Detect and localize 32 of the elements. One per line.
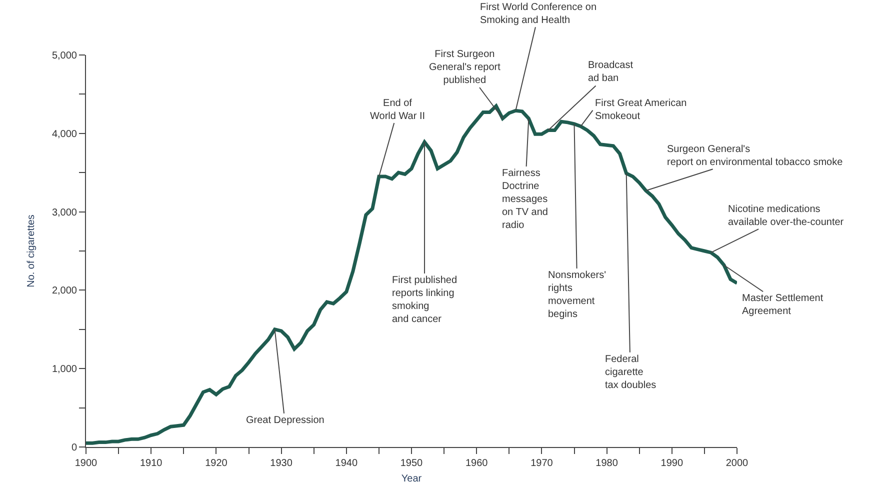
y-tick-label: 2,000 — [52, 286, 78, 297]
x-tick-label: 2000 — [726, 458, 749, 469]
annotation: Master Settlement Agreement — [742, 293, 824, 317]
x-tick-label: 1960 — [465, 458, 488, 469]
x-tick-label: 1990 — [660, 458, 684, 469]
annotation: First published reports linking smoking and cancer — [392, 275, 458, 325]
annotation: Fairness Doctrine messages on TV and radio — [502, 168, 548, 231]
annotation: End of World War II — [370, 98, 426, 122]
annotation: Nonsmokers' rights movement begins — [548, 270, 606, 320]
annotation: First Great American Smokeout — [595, 98, 687, 122]
annotation: Federal cigarette tax doubles — [605, 354, 656, 391]
x-tick-label: 1920 — [205, 458, 228, 469]
y-tick-label: 5,000 — [52, 50, 78, 62]
x-axis-title: Year — [401, 474, 422, 484]
annotation: First World Conference on Smoking and Health — [480, 2, 597, 26]
annotation: First Surgeon General's report published — [429, 49, 501, 86]
y-tick-label: 3,000 — [52, 207, 78, 218]
annotation: Nicotine medications available over-the-counter — [728, 204, 844, 228]
annotation: Surgeon General's report on environmental tobacco smoke — [667, 144, 844, 168]
x-tick-label: 1980 — [596, 458, 618, 469]
x-tick-label: 1910 — [140, 458, 163, 469]
y-tick-label: 0 — [71, 442, 78, 454]
annotation: Great Depression — [246, 415, 324, 426]
x-tick-label: 1930 — [270, 458, 293, 469]
x-tick-label: 1940 — [335, 458, 358, 469]
x-tick-label: 1900 — [74, 458, 98, 469]
y-tick-label: 4,000 — [52, 128, 78, 140]
y-axis-title: No. of cigarettes — [26, 214, 37, 288]
x-tick-label: 1970 — [530, 458, 554, 469]
y-tick-label: 1,000 — [52, 364, 78, 376]
annotation: Broadcast ad ban — [588, 60, 634, 84]
x-tick-label: 1950 — [400, 458, 424, 469]
